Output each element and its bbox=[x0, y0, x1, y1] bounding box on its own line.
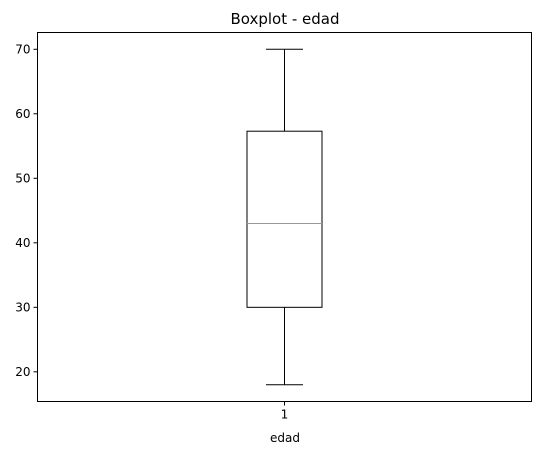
x-axis-label: edad bbox=[270, 431, 300, 445]
box bbox=[246, 130, 323, 308]
y-tick-label: 40 bbox=[15, 236, 30, 250]
x-tick-label: 1 bbox=[281, 408, 289, 422]
y-tick-label: 30 bbox=[15, 300, 30, 314]
y-tick-label: 60 bbox=[15, 107, 30, 121]
x-axis: 1 bbox=[281, 401, 289, 422]
chart-title: Boxplot - edad bbox=[230, 10, 339, 28]
boxes-layer bbox=[246, 48, 323, 386]
y-axis: 20 30 40 50 60 70 bbox=[15, 42, 38, 379]
y-tick-label: 20 bbox=[15, 365, 30, 379]
y-tick-label: 50 bbox=[15, 171, 30, 185]
y-tick-label: 70 bbox=[15, 42, 30, 56]
